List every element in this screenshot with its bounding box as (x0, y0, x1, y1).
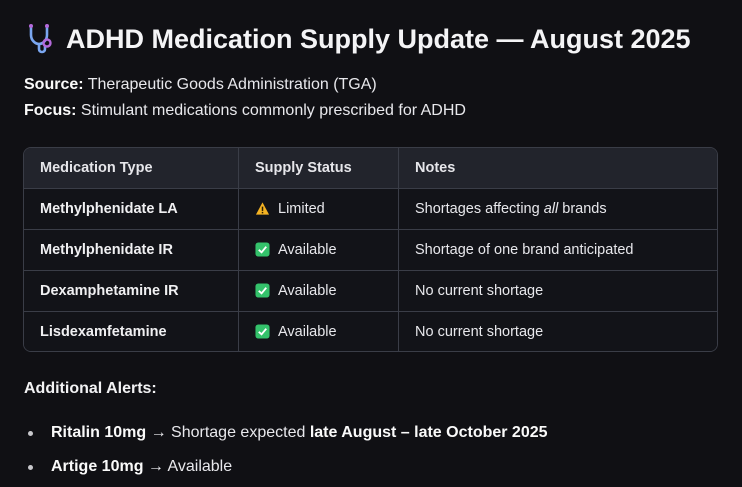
status-cell: Available (238, 311, 399, 351)
medication-cell: Lisdexamfetamine (24, 311, 239, 351)
alert-text: Available (163, 458, 233, 475)
medication-cell: Methylphenidate IR (24, 229, 239, 271)
status-text: Limited (278, 200, 325, 217)
notes-cell: No current shortage (398, 270, 717, 312)
check-icon (255, 324, 270, 339)
notes-cell: No current shortage (415, 323, 544, 340)
column-header-medication: Medication Type (24, 148, 239, 189)
meta-info: Source: Therapeutic Goods Administration… (24, 72, 466, 124)
status-cell: Limited (238, 188, 399, 230)
alert-name: Artige 10mg (51, 458, 144, 475)
check-icon (255, 283, 270, 298)
focus-line: Focus: Stimulant medications commonly pr… (24, 98, 466, 124)
status-text: Available (278, 241, 337, 258)
check-icon (255, 242, 270, 257)
alert-name: Ritalin 10mg (51, 424, 147, 441)
notes-cell: Shortages affecting all brands (398, 188, 717, 230)
medication-cell: Dexamphetamine IR (24, 270, 239, 312)
page-title-text: ADHD Medication Supply Update — August 2… (66, 23, 691, 54)
table-header-row: Medication Type Supply Status Notes (24, 148, 717, 189)
source-label: Source: (24, 76, 84, 93)
source-line: Source: Therapeutic Goods Administration… (24, 72, 466, 98)
alert-date-range: late August – late October 2025 (309, 424, 548, 441)
notes-text: Shortages affecting (415, 200, 544, 217)
status-cell: Available (238, 229, 399, 271)
column-header-status: Supply Status (238, 148, 399, 189)
list-item: Artige 10mg → Available (24, 450, 548, 484)
list-item: Ritalin 10mg → Shortage expected late Au… (24, 416, 548, 450)
table-row: Methylphenidate IR Available Shortage of… (24, 229, 717, 271)
alerts-heading: Additional Alerts: (24, 380, 157, 397)
supply-table: Medication Type Supply Status Notes Meth… (23, 147, 718, 352)
focus-label: Focus: (24, 102, 77, 119)
medication-cell: Methylphenidate LA (24, 188, 239, 230)
focus-value: Stimulant medications commonly prescribe… (80, 102, 466, 119)
bullet-icon (28, 430, 33, 436)
source-value: Therapeutic Goods Administration (TGA) (87, 76, 377, 93)
alerts-list: Ritalin 10mg → Shortage expected late Au… (24, 416, 548, 484)
notes-emphasis: all (543, 200, 559, 217)
notes-cell: Shortage of one brand anticipated (398, 229, 717, 271)
table-row: Lisdexamfetamine Available No current sh… (24, 311, 717, 351)
table-row: Dexamphetamine IR Available No current s… (24, 270, 717, 312)
alert-text: Shortage expected (166, 424, 310, 441)
page-title: ADHD Medication Supply Update — August 2… (24, 22, 732, 56)
arrow-icon: → (147, 458, 164, 475)
warning-icon (255, 202, 270, 215)
column-header-notes: Notes (398, 148, 717, 189)
table-row: Methylphenidate LA Limited Shortages aff… (24, 188, 717, 230)
bullet-icon (28, 464, 33, 470)
arrow-icon: → (150, 424, 167, 441)
status-text: Available (278, 282, 337, 299)
stethoscope-icon (29, 24, 52, 54)
notes-text: brands (558, 200, 607, 217)
status-cell: Available (238, 270, 399, 312)
status-text: Available (278, 323, 337, 340)
